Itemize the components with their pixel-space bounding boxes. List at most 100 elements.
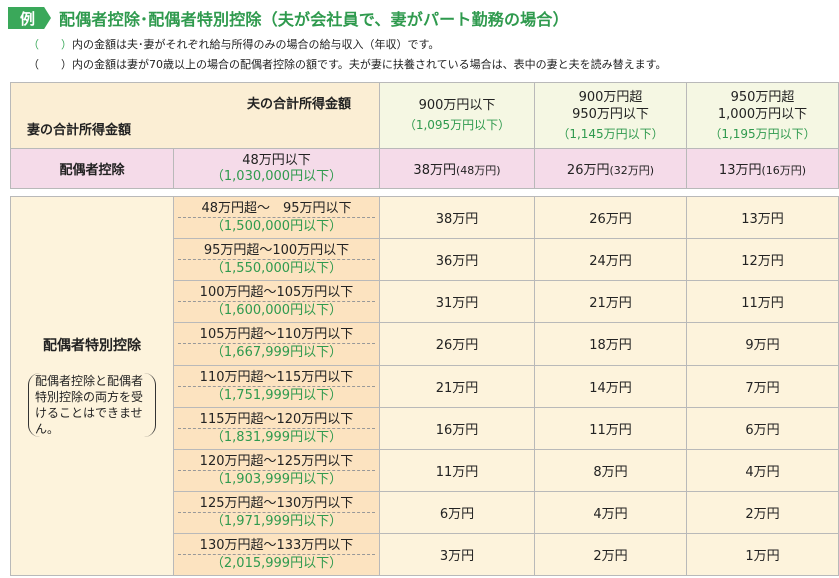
income-range-sub: （1,971,999円以下） [210,513,343,529]
spousal-deduction-label: 配偶者控除 [10,148,174,190]
note-text: 内の金額は妻が70歳以上の場合の配偶者控除の額です。夫が妻に扶養されている場合は… [72,58,667,71]
value-main: 26万円 [566,163,610,179]
column-header: 950万円超 1,000万円以下 （1,195万円以下） [686,81,839,150]
special-deduction-row: 115万円超～120万円以下 （1,831,999円以下） 16万円 11万円 6… [11,406,839,450]
special-deduction-row: 95万円超～100万円以下 （1,550,000円以下） 36万円 24万円 12… [11,238,839,282]
deduction-value: 4万円 [686,448,839,492]
deduction-value: 38万円 [379,196,535,240]
deduction-value: 3万円 [379,532,535,577]
column-line1: 900万円超 [578,89,643,105]
income-range: 95万円超～100万円以下 [178,242,375,261]
spousal-value: 26万円(32万円) [534,148,687,190]
column-sub: （1,195万円以下） [709,126,816,141]
income-range-sub: （2,015,999円以下） [210,555,343,571]
spousal-deduction-row: 配偶者控除 48万円以下 （1,030,000円以下） 38万円(48万円) 2… [10,148,839,190]
special-deduction-row: 100万円超～105万円以下 （1,600,000円以下） 31万円 21万円 1… [11,280,839,324]
income-range: 48万円以下 [242,152,311,168]
income-range: 130万円超～133万円以下 [178,537,375,555]
note-paren-black: （ ） [28,58,72,71]
income-range-cell: 100万円超～105万円以下 （1,600,000円以下） [173,280,380,324]
deduction-value: 26万円 [379,322,535,366]
income-range-cell: 105万円超～110万円以下 （1,667,999円以下） [173,322,380,366]
income-range: 115万円超～120万円以下 [178,411,375,429]
special-deduction-label-cell: 配偶者特別控除 配偶者控除と配偶者特別控除の両方を受けることはできません。 [10,196,174,576]
special-deduction-label: 配偶者特別控除 [43,338,141,355]
deduction-value: 11万円 [534,406,687,450]
spousal-value: 38万円(48万円) [379,148,535,190]
note-income: （ ）内の金額は夫･妻がそれぞれ給与所得のみの場合の給与収入（年収）です。 [28,36,439,52]
page-header: 例 配偶者控除･配偶者特別控除（夫が会社員で、妻がパート勤務の場合） [8,6,569,30]
income-range: 110万円超～115万円以下 [178,369,375,387]
income-range-cell: 48万円超～ 95万円以下 （1,500,000円以下） [173,196,380,240]
column-header: 900万円超 950万円以下 （1,145万円以下） [534,81,687,150]
page-title: 配偶者控除･配偶者特別控除（夫が会社員で、妻がパート勤務の場合） [59,10,569,29]
deduction-value: 24万円 [534,238,687,282]
special-deduction-row: 125万円超～130万円以下 （1,971,999円以下） 6万円 4万円 2万円 [11,490,839,534]
income-range: 105万円超～110万円以下 [178,326,375,345]
deduction-value: 12万円 [686,238,839,282]
income-range: 125万円超～130万円以下 [178,495,375,513]
column-line2: 950万円以下 [572,106,649,122]
value-elder: (48万円) [455,164,501,178]
note-elder: （ ）内の金額は妻が70歳以上の場合の配偶者控除の額です。夫が妻に扶養されている… [28,56,666,72]
column-line1: 950万円超 [730,89,795,105]
income-range-sub: （1,030,000円以下） [210,168,343,184]
value-elder: (16万円) [761,164,807,178]
column-sub: （1,145万円以下） [557,126,664,141]
column-line2: 1,000万円以下 [717,106,808,122]
income-range-cell: 120万円超～125万円以下 （1,903,999円以下） [173,448,380,492]
value-main: 38万円 [413,163,456,179]
deduction-value: 7万円 [686,364,839,408]
special-deduction-row: 130万円超～133万円以下 （2,015,999円以下） 3万円 2万円 1万円 [11,532,839,577]
income-range-sub: （1,500,000円以下） [210,219,343,235]
deduction-value: 6万円 [686,406,839,450]
income-range-cell: 115万円超～120万円以下 （1,831,999円以下） [173,406,380,450]
deduction-value: 6万円 [379,490,535,534]
income-range-cell: 95万円超～100万円以下 （1,550,000円以下） [173,238,380,282]
separator-row [10,188,839,198]
income-range-sub: （1,550,000円以下） [210,261,343,277]
deduction-value: 26万円 [534,196,687,240]
note-paren-green: （ ） [28,38,72,51]
deduction-value: 18万円 [534,322,687,366]
deduction-value: 2万円 [534,532,687,577]
deduction-value: 21万円 [379,364,535,408]
income-range: 48万円超～ 95万円以下 [178,200,375,219]
example-badge: 例 [8,7,52,29]
income-range-cell: 110万円超～115万円以下 （1,751,999円以下） [173,364,380,408]
spousal-income-cell: 48万円以下 （1,030,000円以下） [173,148,380,190]
deduction-value: 14万円 [534,364,687,408]
special-deduction-note: 配偶者控除と配偶者特別控除の両方を受けることはできません。 [28,373,156,438]
deduction-value: 9万円 [686,322,839,366]
deduction-value: 1万円 [686,532,839,577]
income-range-sub: （1,667,999円以下） [210,345,343,361]
column-header: 900万円以下 （1,095万円以下） [379,81,535,150]
value-elder: (32万円) [609,164,655,178]
deduction-value: 36万円 [379,238,535,282]
income-range: 120万円超～125万円以下 [178,453,375,471]
income-range-cell: 130万円超～133万円以下 （2,015,999円以下） [173,532,380,577]
special-deduction-row: 配偶者特別控除 配偶者控除と配偶者特別控除の両方を受けることはできません。 48… [10,196,839,576]
deduction-value: 16万円 [379,406,535,450]
deduction-value: 4万円 [534,490,687,534]
separator [10,188,839,198]
special-deduction-row: 105万円超～110万円以下 （1,667,999円以下） 26万円 18万円 9… [11,322,839,366]
column-line1: 900万円以下 [418,98,496,114]
income-range-cell: 125万円超～130万円以下 （1,971,999円以下） [173,490,380,534]
note-text: 内の金額は夫･妻がそれぞれ給与所得のみの場合の給与収入（年収）です。 [72,38,440,51]
income-range-sub: （1,831,999円以下） [210,429,343,445]
deduction-value: 11万円 [686,280,839,324]
wife-income-label: 妻の合計所得金額 [27,123,132,139]
deduction-value: 13万円 [686,196,839,240]
column-sub: （1,095万円以下） [403,118,511,133]
deduction-value: 31万円 [379,280,535,324]
corner-header: 夫の合計所得金額 妻の合計所得金額 [10,81,380,150]
income-range-sub: （1,751,999円以下） [210,387,343,403]
deduction-value: 21万円 [534,280,687,324]
deduction-value: 11万円 [379,448,535,492]
deduction-value: 8万円 [534,448,687,492]
deduction-value: 2万円 [686,490,839,534]
spousal-value: 13万円(16万円) [686,148,839,190]
husband-income-label: 夫の合計所得金額 [246,97,351,112]
deduction-table: 夫の合計所得金額 妻の合計所得金額 900万円以下 （1,095万円以下） 90… [10,81,839,577]
